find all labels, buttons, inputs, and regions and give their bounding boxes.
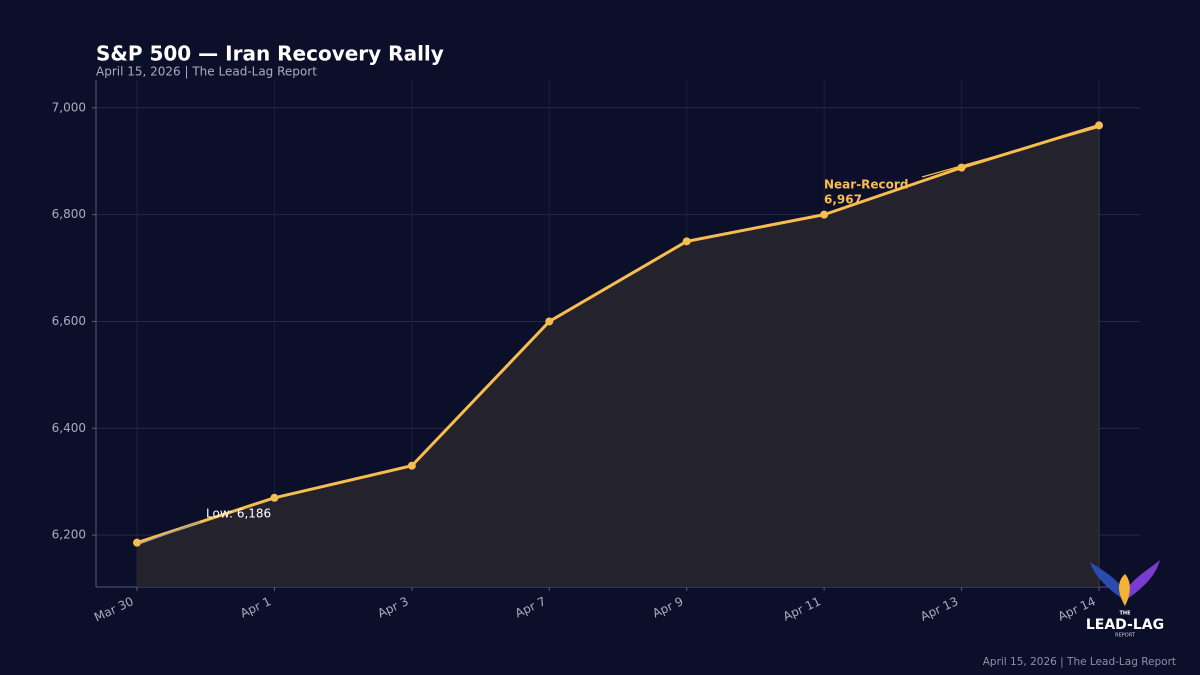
y-tick-label: 6,600 [52, 314, 86, 328]
point [545, 317, 554, 326]
logo-text: THE [1119, 611, 1131, 617]
logo-text: LEAD-LAG [1086, 617, 1164, 633]
annotation: Low: 6,186 [206, 507, 271, 521]
annotation-arrow [921, 125, 1103, 178]
annotation: 6,967 [824, 193, 862, 207]
footer: April 15, 2026 | The Lead-Lag Report [983, 656, 1176, 668]
point [270, 493, 279, 502]
point [820, 210, 829, 219]
point [682, 237, 691, 246]
chart-subtitle: April 15, 2026 | The Lead-Lag Report [96, 65, 317, 79]
area [137, 125, 1099, 588]
point [133, 538, 141, 547]
chart-title: S&P 500 — Iran Recovery Rally [96, 42, 444, 66]
y-tick-label: 6,200 [52, 528, 86, 542]
line [136, 123, 1100, 545]
logo-wing [1090, 562, 1124, 600]
annotation-arrow [139, 521, 201, 545]
logo-text: REPORT [1115, 633, 1136, 639]
annotation: Near-Record [824, 178, 908, 192]
logo: THE LEAD-LAG REPORT [1086, 560, 1164, 639]
y-tick-label: 6,400 [52, 421, 86, 435]
logo-wing [1126, 560, 1160, 600]
y-tick-label: 7,000 [52, 100, 86, 114]
y-tick-label: 6,800 [52, 207, 86, 221]
logo-bird [1118, 574, 1130, 606]
point [407, 461, 416, 470]
